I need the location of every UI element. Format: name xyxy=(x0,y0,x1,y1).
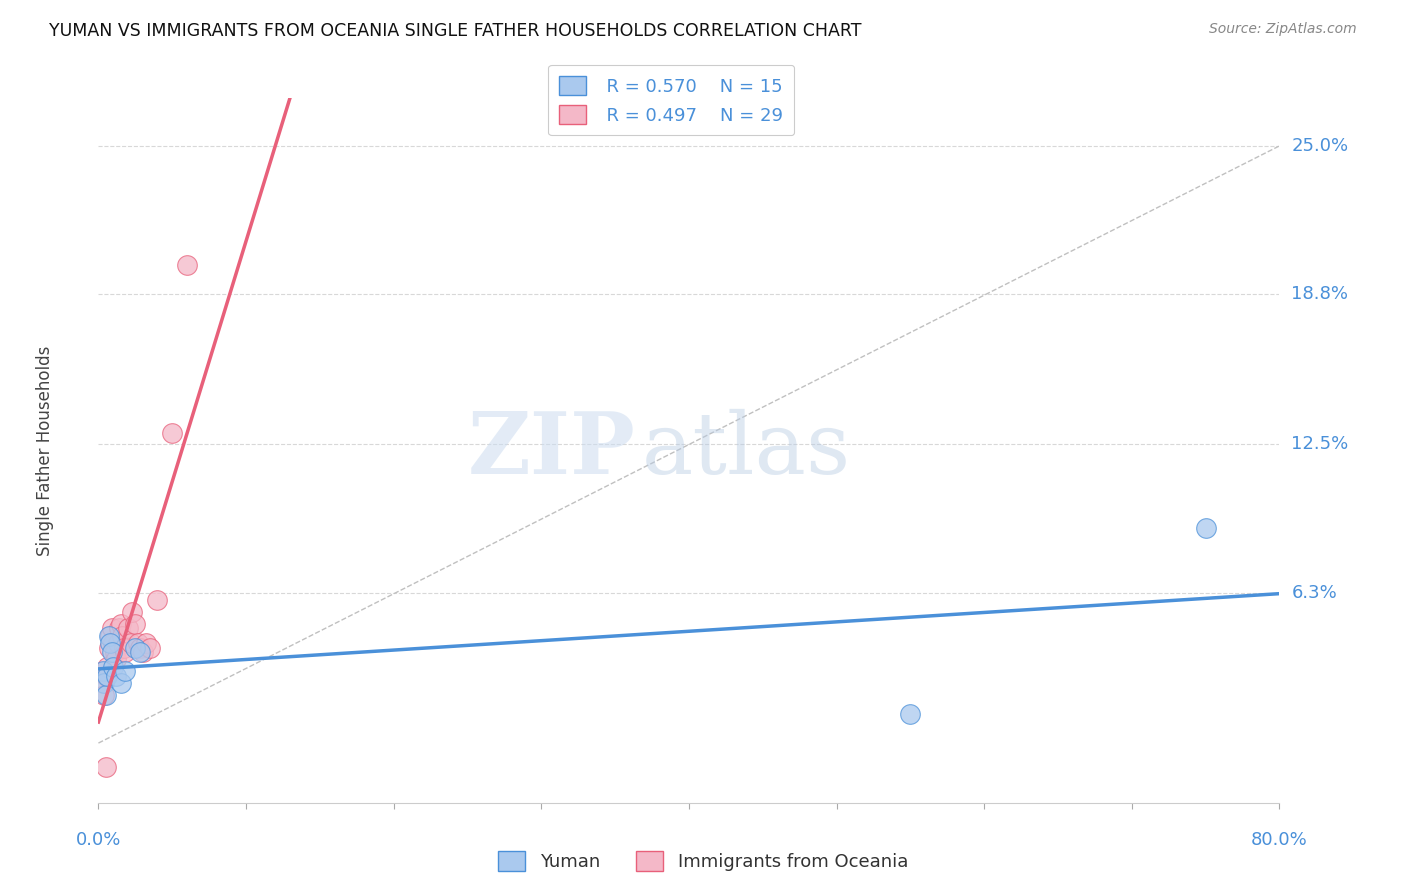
Point xyxy=(93,688,115,702)
Legend: Yuman, Immigrants from Oceania: Yuman, Immigrants from Oceania xyxy=(491,844,915,879)
Point xyxy=(94,688,117,702)
Point xyxy=(120,636,142,650)
Point xyxy=(98,629,121,643)
Point xyxy=(93,676,115,690)
Legend:   R = 0.570    N = 15,   R = 0.497    N = 29: R = 0.570 N = 15, R = 0.497 N = 29 xyxy=(548,65,794,136)
Point xyxy=(1195,521,1218,535)
Point xyxy=(132,645,155,659)
Point xyxy=(128,645,150,659)
Point xyxy=(94,760,117,774)
Point xyxy=(110,616,132,631)
Point xyxy=(146,592,169,607)
Point xyxy=(100,622,122,636)
Point xyxy=(112,640,135,655)
Point xyxy=(91,665,114,679)
Text: 80.0%: 80.0% xyxy=(1251,831,1308,849)
Point xyxy=(128,640,150,655)
Point xyxy=(104,645,127,659)
Point xyxy=(162,425,183,440)
Point xyxy=(124,640,146,655)
Point xyxy=(107,636,129,650)
Point xyxy=(97,629,120,643)
Point xyxy=(127,636,149,650)
Point xyxy=(114,645,136,659)
Text: Single Father Households: Single Father Households xyxy=(37,345,55,556)
Point xyxy=(105,652,128,666)
Point xyxy=(124,616,146,631)
Text: 12.5%: 12.5% xyxy=(1291,435,1348,453)
Point xyxy=(105,669,128,683)
Point xyxy=(103,636,125,650)
Text: 6.3%: 6.3% xyxy=(1291,583,1337,601)
Point xyxy=(139,640,162,655)
Text: 0.0%: 0.0% xyxy=(76,831,121,849)
Point xyxy=(114,665,136,679)
Point xyxy=(94,669,117,683)
Text: 25.0%: 25.0% xyxy=(1291,136,1348,155)
Text: atlas: atlas xyxy=(641,409,851,492)
Point xyxy=(108,622,131,636)
Point xyxy=(103,659,125,673)
Text: ZIP: ZIP xyxy=(468,409,636,492)
Point xyxy=(97,640,120,655)
Point xyxy=(100,645,122,659)
Point xyxy=(98,636,121,650)
Point xyxy=(135,636,157,650)
Point xyxy=(96,669,118,683)
Point xyxy=(121,605,143,619)
Text: YUMAN VS IMMIGRANTS FROM OCEANIA SINGLE FATHER HOUSEHOLDS CORRELATION CHART: YUMAN VS IMMIGRANTS FROM OCEANIA SINGLE … xyxy=(49,22,862,40)
Point xyxy=(176,258,198,272)
Text: 18.8%: 18.8% xyxy=(1291,285,1348,303)
Point xyxy=(96,659,118,673)
Point xyxy=(110,676,132,690)
Text: Source: ZipAtlas.com: Source: ZipAtlas.com xyxy=(1209,22,1357,37)
Point xyxy=(91,676,114,690)
Point xyxy=(900,707,922,722)
Point xyxy=(117,622,139,636)
Point xyxy=(111,629,134,643)
